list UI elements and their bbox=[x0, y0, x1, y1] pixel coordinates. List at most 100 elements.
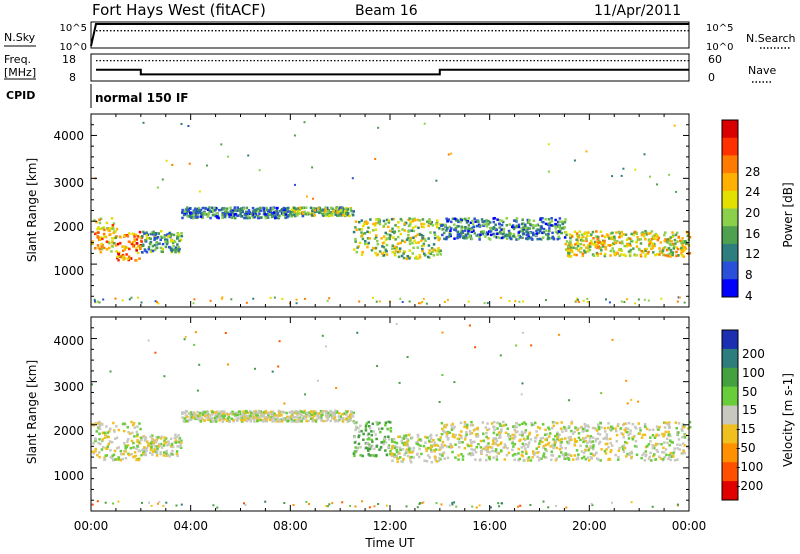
velocity-cell bbox=[114, 437, 117, 440]
power-cell bbox=[412, 246, 415, 250]
power-cell bbox=[619, 234, 622, 237]
power-cell bbox=[519, 236, 522, 239]
power-cell bbox=[196, 215, 199, 219]
velocity-cell bbox=[343, 412, 346, 416]
velocity-cell bbox=[623, 446, 626, 450]
power-cell bbox=[456, 236, 459, 240]
power-cell bbox=[570, 243, 573, 247]
power-cell bbox=[515, 238, 518, 241]
velocity-cell bbox=[271, 420, 274, 423]
power-cell bbox=[374, 246, 378, 250]
power-colorbar-tick-4: 4 bbox=[745, 289, 753, 303]
power-cell bbox=[498, 222, 501, 225]
power-cell bbox=[398, 247, 402, 250]
power-cell bbox=[337, 210, 340, 213]
power-cell bbox=[245, 206, 249, 210]
power-cell bbox=[674, 233, 678, 237]
velocity-scatter-cell bbox=[600, 392, 603, 395]
velocity-cell bbox=[264, 410, 268, 414]
power-cell bbox=[194, 212, 198, 215]
velocity-cell bbox=[530, 423, 534, 427]
velocity-cell bbox=[645, 453, 648, 457]
velocity-cell bbox=[450, 428, 454, 431]
power-scatter-cell bbox=[643, 298, 646, 301]
power-scatter-cell bbox=[545, 299, 547, 302]
power-cell bbox=[613, 238, 616, 242]
power-scatter-cell bbox=[328, 297, 331, 300]
power-cell bbox=[254, 209, 258, 213]
power-cell bbox=[457, 224, 460, 228]
power-cell bbox=[418, 253, 421, 257]
velocity-cell bbox=[150, 441, 153, 444]
velocity-cell bbox=[236, 419, 239, 422]
power-cell bbox=[659, 241, 663, 244]
velocity-cell bbox=[521, 434, 524, 437]
power-scatter-cell bbox=[626, 298, 629, 301]
power-cell bbox=[231, 216, 234, 219]
power-cell bbox=[496, 218, 499, 221]
velocity-cell bbox=[105, 425, 108, 428]
power-cell bbox=[568, 242, 571, 245]
power-cell bbox=[568, 251, 571, 255]
power-cell bbox=[108, 241, 111, 245]
velocity-cell bbox=[262, 420, 265, 423]
velocity-cell bbox=[626, 430, 629, 434]
velocity-cell bbox=[663, 433, 666, 436]
velocity-cell bbox=[615, 440, 619, 443]
power-scatter-cell bbox=[447, 153, 450, 156]
power-cell bbox=[141, 244, 144, 248]
velocity-cell bbox=[440, 433, 444, 436]
power-cell bbox=[414, 235, 417, 238]
noise-left-tick-top: 10^5 bbox=[60, 23, 87, 34]
power-cell bbox=[421, 250, 424, 253]
velocity-cell bbox=[402, 437, 406, 440]
velocity-cell bbox=[368, 445, 371, 448]
velocity-scatter-cell bbox=[304, 393, 307, 396]
velocity-cell bbox=[241, 411, 245, 415]
power-cell bbox=[260, 216, 263, 219]
power-cell bbox=[563, 226, 566, 229]
velocity-cell bbox=[487, 442, 490, 445]
power-data bbox=[91, 121, 692, 305]
velocity-cell bbox=[630, 455, 633, 459]
power-cell bbox=[130, 242, 134, 246]
velocity-cell bbox=[564, 429, 568, 432]
power-cell bbox=[266, 208, 269, 212]
power-cell bbox=[140, 251, 144, 254]
power-cell bbox=[582, 243, 586, 247]
power-cell bbox=[406, 237, 410, 240]
velocity-cell bbox=[474, 450, 478, 454]
velocity-cell bbox=[130, 420, 133, 424]
power-cell bbox=[508, 236, 512, 239]
power-cell bbox=[569, 249, 573, 252]
velocity-cell bbox=[652, 454, 655, 458]
power-cell bbox=[482, 230, 485, 233]
power-cell bbox=[101, 227, 104, 230]
velocity-cell bbox=[470, 432, 474, 435]
velocity-cell bbox=[614, 453, 617, 457]
power-cell bbox=[410, 229, 413, 232]
velocity-cell bbox=[364, 424, 368, 427]
power-cell bbox=[671, 251, 675, 254]
velocity-cell bbox=[419, 438, 422, 441]
velocity-cell bbox=[366, 434, 370, 437]
power-cell bbox=[166, 233, 169, 236]
velocity-cell bbox=[339, 415, 343, 418]
power-cell bbox=[521, 218, 524, 221]
power-cell bbox=[681, 240, 685, 243]
power-cell bbox=[168, 245, 171, 249]
power-cell bbox=[229, 210, 233, 213]
power-cell bbox=[526, 237, 529, 241]
power-cell bbox=[326, 208, 329, 212]
power-cell bbox=[581, 254, 585, 258]
velocity-cell bbox=[438, 456, 441, 460]
velocity-cell bbox=[493, 428, 496, 431]
velocity-cell bbox=[465, 433, 468, 436]
power-scatter-cell bbox=[421, 301, 424, 303]
velocity-cell bbox=[555, 446, 559, 450]
power-cell bbox=[375, 218, 378, 221]
power-cell bbox=[385, 253, 389, 256]
velocity-cell bbox=[333, 411, 336, 414]
velocity-cell bbox=[288, 411, 291, 414]
velocity-cell bbox=[177, 440, 180, 444]
